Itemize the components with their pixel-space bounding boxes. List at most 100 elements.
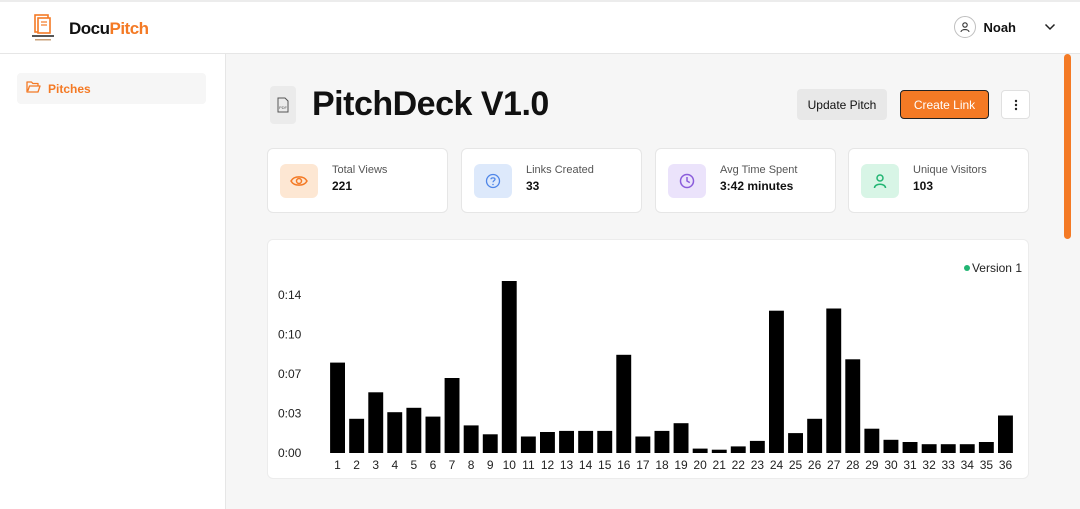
bar-slide-20[interactable]	[692, 448, 708, 453]
x-tick-label: 10	[503, 458, 517, 472]
main-content: PDF PitchDeck V1.0 Update Pitch Create L…	[226, 54, 1080, 509]
bar-slide-33[interactable]	[940, 444, 956, 453]
bar-slide-29[interactable]	[864, 428, 880, 453]
docupitch-logo-icon	[30, 14, 56, 44]
bar-slide-26[interactable]	[807, 418, 823, 453]
bar-slide-14[interactable]	[578, 430, 594, 453]
bar-slide-7[interactable]	[444, 378, 460, 453]
bar-slide-11[interactable]	[520, 436, 536, 454]
x-tick-label: 1	[334, 458, 341, 472]
folder-open-icon	[26, 80, 41, 98]
x-tick-label: 9	[487, 458, 494, 472]
pdf-label: PDF	[279, 105, 288, 110]
bar-slide-22[interactable]	[730, 446, 746, 453]
y-tick-label: 0:10	[278, 328, 302, 342]
x-tick-label: 32	[922, 458, 936, 472]
bar-slide-6[interactable]	[425, 416, 441, 453]
bar-slide-13[interactable]	[559, 430, 574, 453]
stat-value: 103	[913, 179, 934, 193]
stat-label: Avg Time Spent	[720, 164, 798, 176]
x-tick-label: 7	[449, 458, 456, 472]
x-tick-label: 31	[903, 458, 917, 472]
x-tick-label: 3	[372, 458, 379, 472]
scrollbar-thumb[interactable]	[1064, 54, 1071, 239]
x-tick-label: 29	[865, 458, 879, 472]
chevron-down-icon[interactable]	[1044, 23, 1056, 31]
create-link-button[interactable]: Create Link	[900, 90, 989, 119]
x-tick-label: 23	[751, 458, 765, 472]
sidebar: Pitches	[0, 54, 226, 509]
sidebar-item-label: Pitches	[48, 81, 91, 96]
brand[interactable]: DocuPitch	[30, 14, 149, 44]
x-tick-label: 8	[468, 458, 475, 472]
pdf-file-icon: PDF	[270, 86, 296, 124]
bar-slide-2[interactable]	[349, 418, 365, 453]
bar-slide-34[interactable]	[959, 444, 975, 453]
kebab-menu-icon	[1014, 99, 1017, 110]
x-tick-label: 35	[980, 458, 994, 472]
bar-slide-5[interactable]	[406, 407, 422, 453]
x-tick-label: 21	[713, 458, 727, 472]
clock-icon	[668, 164, 706, 198]
bar-slide-35[interactable]	[978, 442, 994, 453]
more-options-button[interactable]	[1001, 90, 1030, 119]
x-tick-label: 12	[541, 458, 555, 472]
x-tick-label: 33	[942, 458, 956, 472]
bar-slide-25[interactable]	[788, 433, 803, 453]
bar-slide-3[interactable]	[368, 392, 384, 453]
bar-slide-18[interactable]	[654, 430, 670, 453]
bar-slide-28[interactable]	[845, 359, 861, 453]
stat-value: 3:42 minutes	[720, 179, 794, 193]
y-tick-label: 0:14	[278, 288, 302, 302]
bar-slide-23[interactable]	[749, 440, 765, 453]
chart-legend: Version 1	[963, 261, 1022, 275]
x-tick-label: 36	[999, 458, 1013, 472]
x-tick-label: 11	[522, 458, 535, 472]
bar-slide-10[interactable]	[501, 281, 517, 453]
user-name[interactable]: Noah	[983, 19, 1017, 35]
stat-value: 221	[332, 179, 353, 193]
x-tick-label: 27	[827, 458, 841, 472]
bar-slide-12[interactable]	[540, 432, 555, 453]
x-tick-label: 22	[732, 458, 746, 472]
sidebar-item-pitches[interactable]: Pitches	[17, 73, 206, 104]
bar-slide-15[interactable]	[597, 430, 613, 453]
x-tick-label: 19	[674, 458, 688, 472]
y-tick-label: 0:03	[278, 407, 302, 421]
bar-slide-31[interactable]	[902, 442, 918, 453]
update-pitch-button[interactable]: Update Pitch	[797, 89, 887, 120]
bar-slide-24[interactable]	[769, 310, 784, 453]
bar-slide-32[interactable]	[921, 444, 937, 453]
x-tick-label: 2	[353, 458, 360, 472]
x-tick-label: 20	[693, 458, 707, 472]
user-avatar[interactable]	[953, 16, 976, 38]
bar-slide-1[interactable]	[330, 362, 345, 453]
brand-name-part1: Docu	[69, 19, 110, 38]
bar-slide-8[interactable]	[463, 425, 479, 453]
bar-slide-21[interactable]	[711, 449, 727, 453]
bar-slide-16[interactable]	[616, 354, 632, 453]
stat-card-total-views: Total Views 221	[267, 148, 448, 213]
legend-label: Version 1	[971, 261, 1022, 275]
bar-slide-19[interactable]	[673, 423, 689, 453]
stat-card-links-created: Links Created 33	[461, 148, 642, 213]
user-outline-icon	[959, 22, 970, 33]
bar-slide-30[interactable]	[883, 439, 899, 453]
user-icon	[861, 164, 899, 198]
bar-chart: 0:000:030:070:100:141 2 3 4 5 6 7 8 9 10 11 12 13 14 1…	[278, 281, 1013, 472]
user-menu[interactable]: Noah	[953, 16, 1057, 38]
bar-slide-27[interactable]	[826, 308, 842, 454]
x-tick-label: 5	[411, 458, 418, 472]
x-tick-label: 17	[636, 458, 650, 472]
bar-slide-17[interactable]	[635, 436, 651, 454]
stat-label: Total Views	[332, 164, 388, 176]
bar-slide-36[interactable]	[998, 415, 1013, 454]
bar-slide-4[interactable]	[387, 412, 403, 453]
brand-name-part2: Pitch	[109, 19, 150, 38]
x-tick-label: 13	[560, 458, 574, 472]
question-circle-icon	[474, 164, 512, 198]
x-tick-label: 18	[655, 458, 669, 472]
x-tick-label: 26	[808, 458, 822, 472]
stat-card-unique-visitors: Unique Visitors 103	[848, 148, 1029, 213]
bar-slide-9[interactable]	[482, 434, 498, 453]
